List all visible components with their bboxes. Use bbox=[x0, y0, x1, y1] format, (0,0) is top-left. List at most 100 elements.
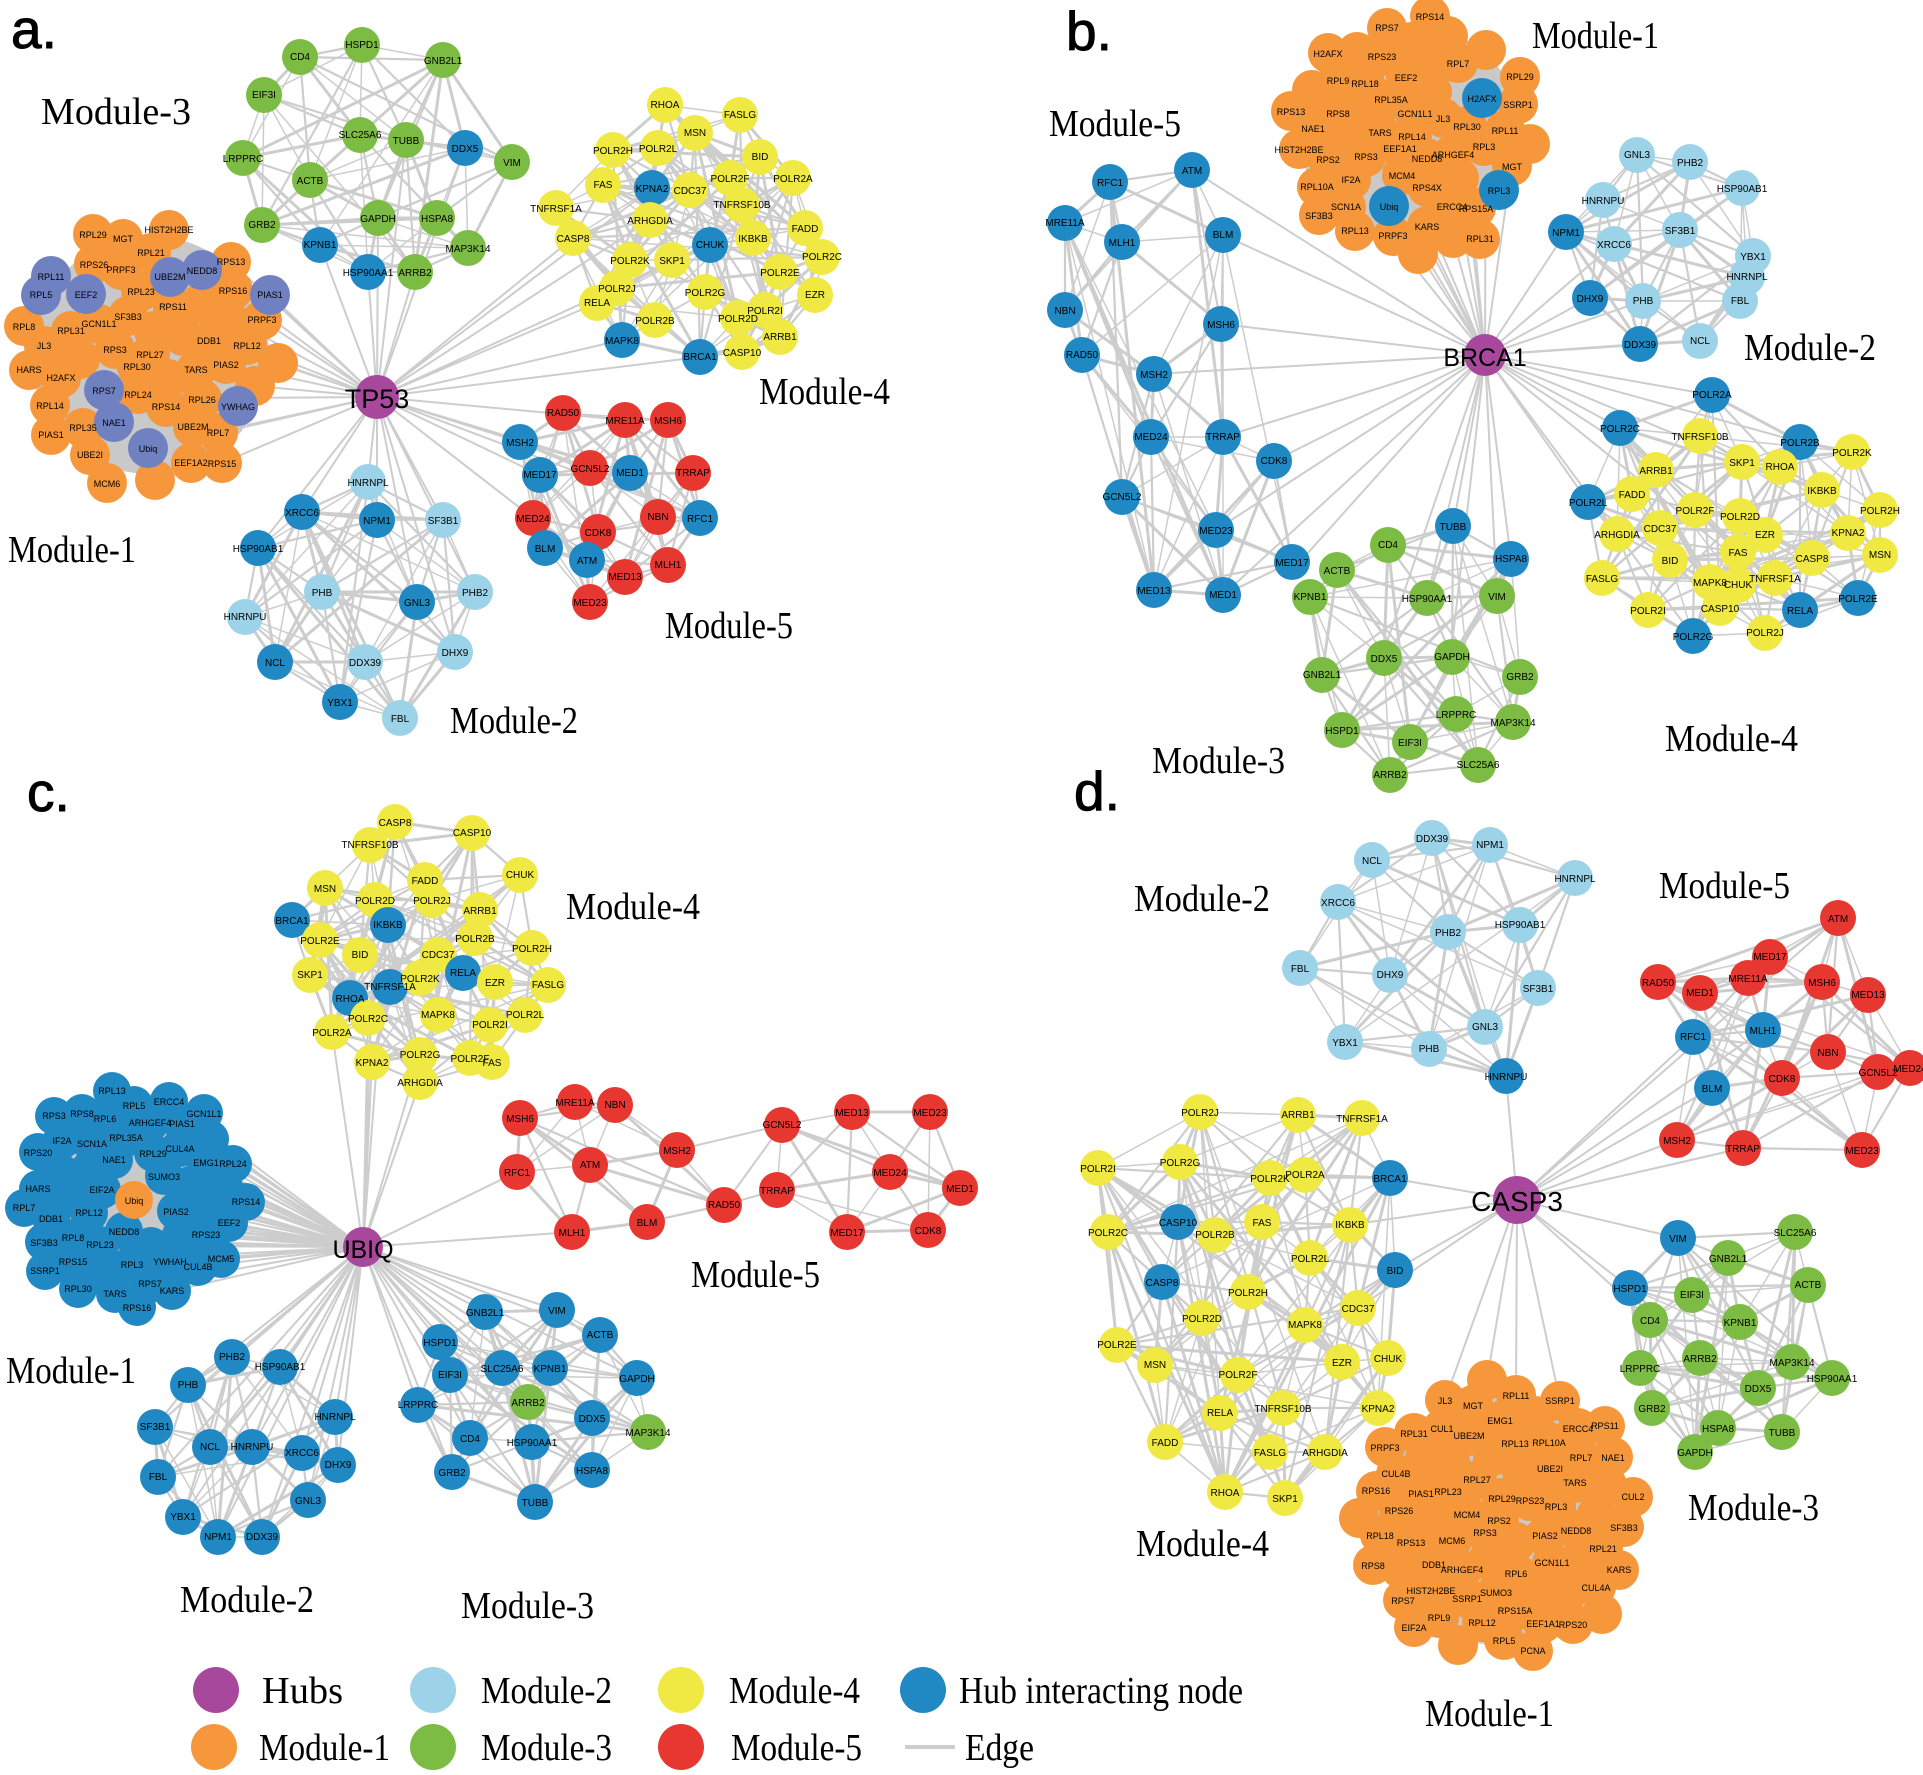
svg-text:RPL29: RPL29 bbox=[79, 230, 107, 240]
svg-text:RPL3: RPL3 bbox=[1488, 186, 1511, 196]
svg-text:RPS23: RPS23 bbox=[1368, 52, 1397, 62]
svg-text:CUL2: CUL2 bbox=[1621, 1492, 1644, 1502]
svg-text:BID: BID bbox=[1662, 556, 1679, 567]
svg-text:MSH6: MSH6 bbox=[1207, 320, 1235, 331]
svg-text:TUBB: TUBB bbox=[393, 136, 420, 147]
svg-text:RPL21: RPL21 bbox=[137, 248, 165, 258]
svg-text:Module-3: Module-3 bbox=[481, 1727, 612, 1769]
svg-text:PIAS2: PIAS2 bbox=[213, 360, 239, 370]
svg-text:DHX9: DHX9 bbox=[325, 1460, 352, 1471]
svg-text:Module-2: Module-2 bbox=[1134, 878, 1270, 920]
svg-text:ARRB1: ARRB1 bbox=[463, 906, 497, 917]
svg-text:POLR2H: POLR2H bbox=[1860, 506, 1900, 517]
svg-text:HARS: HARS bbox=[16, 365, 41, 375]
svg-text:YBX1: YBX1 bbox=[170, 1512, 196, 1523]
svg-text:KPNA2: KPNA2 bbox=[356, 1058, 389, 1069]
svg-text:GCN5L2: GCN5L2 bbox=[1859, 1068, 1898, 1079]
svg-text:FBL: FBL bbox=[149, 1472, 168, 1483]
svg-text:Module-5: Module-5 bbox=[731, 1727, 862, 1769]
svg-text:RPL13: RPL13 bbox=[98, 1086, 126, 1096]
svg-text:KPNB1: KPNB1 bbox=[304, 240, 337, 251]
svg-text:RELA: RELA bbox=[584, 298, 610, 309]
svg-text:KARS: KARS bbox=[1607, 1565, 1632, 1575]
svg-text:VIM: VIM bbox=[548, 1306, 566, 1317]
svg-text:EMG1: EMG1 bbox=[1487, 1416, 1513, 1426]
svg-text:HIST2H2BE: HIST2H2BE bbox=[144, 225, 193, 235]
svg-text:GCN1L1: GCN1L1 bbox=[1534, 1558, 1569, 1568]
svg-text:ARRB2: ARRB2 bbox=[1373, 770, 1407, 781]
svg-text:PIAS2: PIAS2 bbox=[163, 1207, 189, 1217]
svg-text:BRCA1: BRCA1 bbox=[275, 916, 309, 927]
svg-text:EEF2: EEF2 bbox=[75, 290, 98, 300]
svg-text:NBN: NBN bbox=[1817, 1048, 1838, 1059]
svg-text:RPL13: RPL13 bbox=[1501, 1439, 1529, 1449]
svg-text:MED23: MED23 bbox=[913, 1108, 947, 1119]
svg-text:EIF3I: EIF3I bbox=[1398, 738, 1422, 749]
svg-text:EZR: EZR bbox=[1332, 1358, 1352, 1369]
svg-text:BID: BID bbox=[752, 152, 769, 163]
svg-text:DDX5: DDX5 bbox=[1371, 654, 1398, 665]
svg-text:POLR2H: POLR2H bbox=[1228, 1288, 1268, 1299]
svg-text:Module-1: Module-1 bbox=[1532, 15, 1659, 57]
svg-text:RHOA: RHOA bbox=[1211, 1488, 1240, 1499]
svg-text:POLR2B: POLR2B bbox=[455, 934, 495, 945]
svg-text:CUL4B: CUL4B bbox=[183, 1262, 212, 1272]
svg-text:NCL: NCL bbox=[1362, 856, 1382, 867]
svg-text:CDK8: CDK8 bbox=[915, 1226, 942, 1237]
svg-text:NCL: NCL bbox=[200, 1442, 220, 1453]
svg-text:RPL12: RPL12 bbox=[75, 1208, 103, 1218]
svg-text:NEDD8: NEDD8 bbox=[187, 266, 218, 276]
svg-text:YBX1: YBX1 bbox=[1740, 252, 1766, 263]
svg-text:RPL8: RPL8 bbox=[62, 1233, 85, 1243]
svg-text:RPS14: RPS14 bbox=[1416, 12, 1445, 22]
svg-text:CHUK: CHUK bbox=[1724, 580, 1753, 591]
svg-text:UBE2I: UBE2I bbox=[1537, 1464, 1563, 1474]
svg-text:MED17: MED17 bbox=[830, 1228, 864, 1239]
svg-text:HSP90AB1: HSP90AB1 bbox=[1717, 184, 1768, 195]
svg-text:NPM1: NPM1 bbox=[204, 1532, 232, 1543]
svg-text:POLR2D: POLR2D bbox=[355, 896, 395, 907]
svg-text:DDB1: DDB1 bbox=[197, 336, 221, 346]
svg-text:RPS7: RPS7 bbox=[92, 386, 116, 396]
svg-text:Module-1: Module-1 bbox=[1425, 1693, 1554, 1735]
svg-text:ACTB: ACTB bbox=[1795, 1280, 1822, 1291]
svg-text:CASP10: CASP10 bbox=[453, 828, 492, 839]
svg-text:MSN: MSN bbox=[1869, 550, 1891, 561]
svg-text:GAPDH: GAPDH bbox=[360, 214, 396, 225]
svg-text:DDX39: DDX39 bbox=[1416, 834, 1449, 845]
svg-text:RPL6: RPL6 bbox=[94, 1114, 117, 1124]
svg-text:DDX39: DDX39 bbox=[349, 658, 382, 669]
svg-text:SF3B1: SF3B1 bbox=[1523, 984, 1554, 995]
svg-text:LRPPRC: LRPPRC bbox=[398, 1400, 439, 1411]
svg-text:RPS3: RPS3 bbox=[1473, 1528, 1497, 1538]
svg-text:Module-2: Module-2 bbox=[450, 700, 578, 742]
svg-text:HSPD1: HSPD1 bbox=[1325, 726, 1359, 737]
svg-text:H2AFX: H2AFX bbox=[1467, 94, 1496, 104]
svg-text:RPL24: RPL24 bbox=[124, 390, 152, 400]
svg-text:KPNB1: KPNB1 bbox=[534, 1364, 567, 1375]
svg-text:MAPK8: MAPK8 bbox=[605, 336, 639, 347]
svg-text:MED23: MED23 bbox=[573, 598, 607, 609]
svg-text:HSP90AB1: HSP90AB1 bbox=[233, 544, 284, 555]
svg-text:RPS14: RPS14 bbox=[152, 402, 181, 412]
svg-text:ARHGEF4: ARHGEF4 bbox=[129, 1118, 172, 1128]
svg-text:SSRP1: SSRP1 bbox=[1545, 1396, 1575, 1406]
svg-text:SSRP1: SSRP1 bbox=[1503, 100, 1533, 110]
svg-text:POLR2C: POLR2C bbox=[348, 1014, 388, 1025]
svg-text:SKP1: SKP1 bbox=[297, 970, 323, 981]
svg-text:RPL7: RPL7 bbox=[207, 428, 230, 438]
svg-text:MSN: MSN bbox=[684, 128, 706, 139]
svg-text:ACTB: ACTB bbox=[1324, 566, 1351, 577]
svg-text:HSPA8: HSPA8 bbox=[1495, 554, 1527, 565]
svg-text:MED24: MED24 bbox=[516, 514, 550, 525]
svg-text:RELA: RELA bbox=[1207, 1408, 1233, 1419]
svg-text:RPL35: RPL35 bbox=[69, 423, 97, 433]
svg-text:BLM: BLM bbox=[535, 544, 556, 555]
svg-text:MSH2: MSH2 bbox=[506, 438, 534, 449]
svg-text:RPL3: RPL3 bbox=[121, 1260, 144, 1270]
svg-text:Module-4: Module-4 bbox=[1136, 1523, 1269, 1565]
svg-text:TARS: TARS bbox=[103, 1289, 126, 1299]
svg-text:POLR2C: POLR2C bbox=[802, 252, 842, 263]
svg-text:JL3: JL3 bbox=[1438, 1396, 1453, 1406]
svg-text:BID: BID bbox=[352, 950, 369, 961]
